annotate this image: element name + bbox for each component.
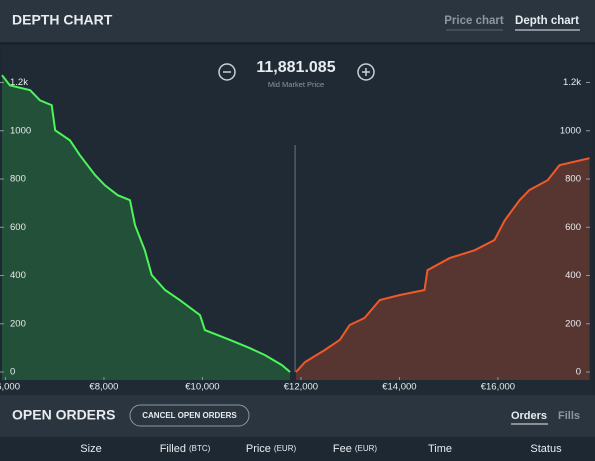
column-unit: (EUR) [355,444,378,453]
tab-active[interactable]: Depth chart [515,15,579,27]
column-header: Size [80,443,101,455]
x-tick-label: €8,000 [89,382,118,393]
y2-tick-label: 600 [565,222,581,233]
y-tick-label: 600 [10,222,26,233]
y-tick-label: 200 [10,318,26,329]
orders-tab[interactable]: Fills [558,410,580,422]
column-label: Fee [333,443,352,455]
column-headers: Size Filled (BTC) Price (EUR) Fee (EUR) Time Sta… [80,443,562,455]
y2-tick-label: 1.2k [563,77,581,88]
mid-price: 11,881.085 [256,59,335,76]
y-tick-label: 1000 [10,125,31,136]
x-tick-label: €14,000 [382,382,416,393]
x-tick-label: €12,000 [284,382,318,393]
column-unit: (BTC) [189,444,211,453]
header-bar [0,0,595,42]
orders-title: OPEN ORDERS [12,407,115,423]
orders-tab-active[interactable]: Orders [511,410,547,422]
column-header: Time [428,443,452,455]
depth-area [2,75,291,380]
y-tick-label: 1.2k [10,77,28,88]
separator [0,42,595,45]
depth-area [296,158,590,380]
depth-chart: 0 0 200 200 400 400 600 600 800 800 1000 1000 1.2k 1.… [0,74,590,393]
tab[interactable]: Price chart [444,15,504,27]
column-header: Fee (EUR) [333,443,378,455]
column-label: Time [428,443,452,455]
column-header: Price (EUR) [246,443,297,455]
column-label: Status [530,443,562,455]
orders-bar [0,395,595,437]
y2-tick-label: 200 [565,318,581,329]
column-label: Price [246,443,271,455]
x-tick-label: €16,000 [481,382,515,393]
y-tick-label: 0 [10,367,15,378]
y2-tick-label: 0 [576,367,581,378]
cancel-button-label: CANCEL OPEN ORDERS [142,411,237,420]
depth-line [1,74,291,373]
y2-tick-label: 400 [565,270,581,281]
cancel-button[interactable] [129,404,250,427]
depth-line [295,157,590,373]
zoom-out[interactable] [218,63,236,81]
column-header: Status [530,443,562,455]
column-header: Filled (BTC) [160,443,211,455]
y-tick-label: 800 [10,174,26,185]
column-unit: (EUR) [274,444,297,453]
column-label: Filled [160,443,186,455]
mid-price-caption: Mid Market Price [268,80,324,89]
y2-tick-label: 1000 [560,125,581,136]
zoom-in[interactable] [357,63,375,81]
y2-tick-label: 800 [565,174,581,185]
zoom-in-icon [362,68,370,76]
header-title: DEPTH CHART [12,12,113,28]
y-tick-label: 400 [10,270,26,281]
column-label: Size [80,443,101,455]
x-tick-label: €10,000 [185,382,219,393]
x-tick-label: €6,000 [0,382,20,393]
